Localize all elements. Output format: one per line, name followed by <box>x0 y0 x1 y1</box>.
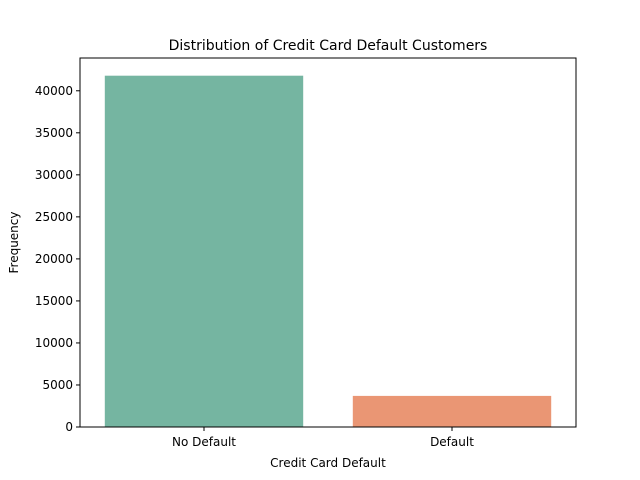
bar-no-default <box>104 75 304 427</box>
y-tick-label: 10000 <box>35 336 73 350</box>
plot-frame <box>79 57 577 428</box>
y-axis-label: Frequency <box>7 212 21 274</box>
x-tick-label: Default <box>430 435 474 449</box>
chart-title: Distribution of Credit Card Default Cust… <box>169 38 488 54</box>
bars-layer <box>104 75 552 427</box>
y-tick-label: 20000 <box>35 252 73 266</box>
bar-default <box>352 395 552 427</box>
y-axis-ticks: 0 5000 10000 15000 20000 25000 30000 35000 40000 <box>35 84 80 434</box>
y-tick-label: 0 <box>65 420 73 434</box>
y-tick-label: 15000 <box>35 294 73 308</box>
x-axis-label: Credit Card Default <box>270 456 386 470</box>
y-tick-label: 25000 <box>35 210 73 224</box>
y-tick-label: 40000 <box>35 84 73 98</box>
x-axis-ticks: No Default Default <box>172 427 474 449</box>
y-tick-label: 30000 <box>35 168 73 182</box>
y-tick-label: 35000 <box>35 126 73 140</box>
x-tick-label: No Default <box>172 435 236 449</box>
y-tick-label: 5000 <box>42 378 73 392</box>
